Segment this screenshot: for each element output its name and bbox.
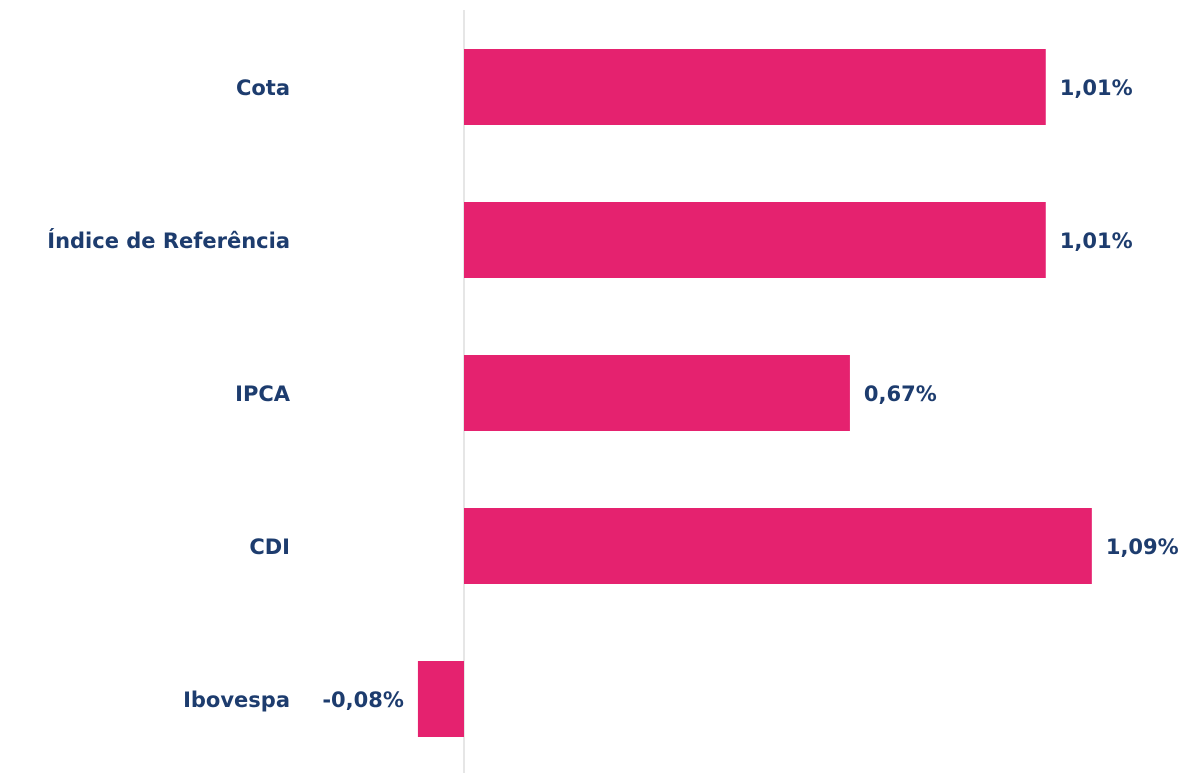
category-label: Índice de Referência bbox=[47, 228, 290, 253]
category-label: Ibovespa bbox=[183, 688, 290, 712]
category-label: IPCA bbox=[235, 382, 291, 406]
value-label: 0,67% bbox=[864, 382, 937, 406]
bar bbox=[464, 49, 1046, 125]
bar bbox=[417, 661, 464, 737]
category-label: CDI bbox=[249, 535, 290, 559]
value-label: 1,01% bbox=[1060, 76, 1133, 100]
bar bbox=[464, 508, 1092, 584]
value-label: 1,09% bbox=[1106, 535, 1179, 559]
value-label: 1,01% bbox=[1060, 229, 1133, 253]
bar bbox=[464, 355, 850, 431]
category-label: Cota bbox=[236, 76, 290, 100]
value-label: -0,08% bbox=[322, 688, 404, 712]
bar bbox=[464, 202, 1046, 278]
